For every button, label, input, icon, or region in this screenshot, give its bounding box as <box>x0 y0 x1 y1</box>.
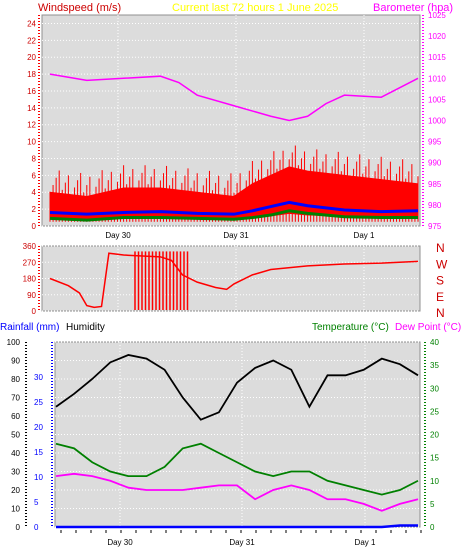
humidity-y-tick: 40 <box>11 449 20 458</box>
baro-y-tick: 1020 <box>428 32 446 41</box>
wind-y-tick: 18 <box>27 70 36 79</box>
wind-y-tick: 20 <box>27 53 36 62</box>
wind-y-tick: 8 <box>32 154 37 163</box>
temp-y-tick: 0 <box>430 523 435 532</box>
humidity-y-tick: 10 <box>11 505 20 514</box>
header-right: Barometer (hpa) <box>373 2 453 14</box>
wind-y-tick: 6 <box>32 171 37 180</box>
humidity-y-tick: 0 <box>16 523 21 532</box>
wind-speed-line <box>49 209 418 222</box>
direction-y-tick: 180 <box>23 275 37 284</box>
rain-y-tick: 5 <box>34 498 39 507</box>
wind-x-label: Day 1 <box>354 231 375 240</box>
wind-y-tick: 22 <box>27 36 36 45</box>
direction-y-tick: 360 <box>23 242 37 251</box>
barometer-line <box>49 73 419 122</box>
wind-direction-line <box>49 252 419 309</box>
rain-temp-x-label: Day 30 <box>107 538 133 547</box>
compass-label: N <box>436 306 445 320</box>
baro-y-tick: 1025 <box>428 11 446 20</box>
humidity-title: Humidity <box>66 322 105 333</box>
wind-y-tick: 14 <box>27 104 36 113</box>
dew-point-line <box>55 472 419 512</box>
wind-x-label: Day 31 <box>223 231 249 240</box>
rain-y-tick: 25 <box>34 398 43 407</box>
temp-y-tick: 30 <box>430 384 439 393</box>
wind-y-tick: 16 <box>27 87 36 96</box>
temp-y-tick: 20 <box>430 431 439 440</box>
temp-y-tick: 10 <box>430 477 439 486</box>
compass-label: N <box>436 241 445 255</box>
humidity-y-tick: 100 <box>7 338 21 347</box>
wind-y-tick: 0 <box>32 222 37 231</box>
direction-y-tick: 270 <box>23 258 37 267</box>
rain-y-tick: 20 <box>34 423 43 432</box>
humidity-line <box>55 354 419 421</box>
humidity-y-tick: 80 <box>11 375 20 384</box>
direction-y-tick: 90 <box>27 291 36 300</box>
compass-label: W <box>436 257 448 271</box>
baro-y-tick: 1010 <box>428 74 446 83</box>
wind-y-tick: 24 <box>27 19 36 28</box>
temp-y-tick: 35 <box>430 361 439 370</box>
baro-y-tick: 1015 <box>428 53 446 62</box>
rain-y-tick: 30 <box>34 373 43 382</box>
temperature-line <box>55 442 419 496</box>
wind-y-tick: 2 <box>32 205 37 214</box>
humidity-y-tick: 30 <box>11 468 20 477</box>
temp-y-tick: 5 <box>430 500 435 509</box>
baro-y-tick: 985 <box>428 180 442 189</box>
wind-y-tick: 4 <box>32 188 37 197</box>
rainfall-line <box>56 524 418 529</box>
wind-y-tick: 12 <box>27 121 36 130</box>
temp-y-tick: 25 <box>430 407 439 416</box>
humidity-y-tick: 60 <box>11 412 20 421</box>
wind-x-label: Day 30 <box>105 231 131 240</box>
humidity-y-tick: 50 <box>11 431 20 440</box>
baro-y-tick: 990 <box>428 159 442 168</box>
temp-y-tick: 15 <box>430 454 439 463</box>
humidity-y-tick: 20 <box>11 486 20 495</box>
header-left: Windspeed (m/s) <box>38 2 121 14</box>
baro-y-tick: 1005 <box>428 95 446 104</box>
humidity-y-tick: 90 <box>11 357 20 366</box>
rainfall-title: Rainfall (mm) <box>0 322 59 333</box>
direction-y-tick: 0 <box>32 307 37 316</box>
dewpoint-title: Dew Point (°C) <box>395 322 461 333</box>
rain-y-tick: 15 <box>34 448 43 457</box>
temperature-title: Temperature (°C) <box>312 322 389 333</box>
baro-y-tick: 1000 <box>428 117 446 126</box>
header-center: Current last 72 hours 1 June 2025 <box>172 2 338 14</box>
rain-y-tick: 10 <box>34 473 43 482</box>
compass-label: E <box>436 290 444 304</box>
baro-y-tick: 980 <box>428 201 442 210</box>
rain-temp-x-label: Day 1 <box>355 538 376 547</box>
wind-y-tick: 10 <box>27 138 36 147</box>
baro-y-tick: 975 <box>428 222 442 231</box>
baro-y-tick: 995 <box>428 138 442 147</box>
rain-y-tick: 0 <box>34 523 39 532</box>
temp-y-tick: 40 <box>430 338 439 347</box>
rain-temp-x-label: Day 31 <box>229 538 255 547</box>
humidity-y-tick: 70 <box>11 394 20 403</box>
compass-label: S <box>436 274 444 288</box>
wind-average-line <box>49 200 419 216</box>
